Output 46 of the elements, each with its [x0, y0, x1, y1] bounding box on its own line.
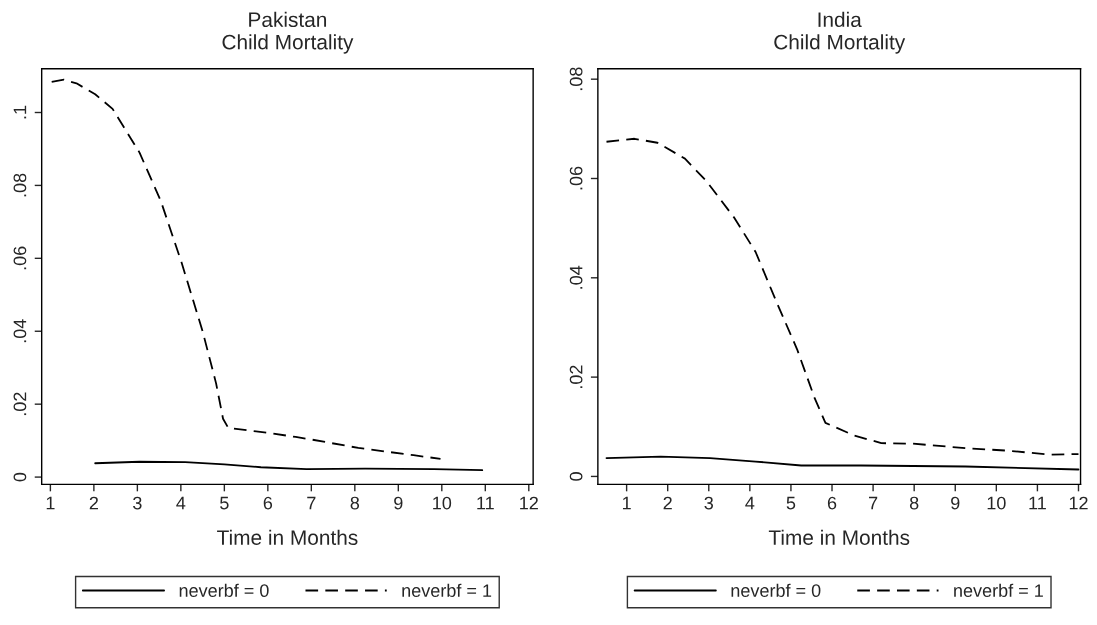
- y-tick-label: .04: [569, 265, 583, 289]
- x-tick-label: 6: [827, 496, 837, 510]
- x-tick-label: 1: [622, 496, 631, 510]
- y-tick-label: .02: [13, 392, 27, 416]
- y-tick-label: 0: [13, 472, 27, 482]
- x-tick-label: 9: [394, 496, 403, 510]
- y-tick-label: .08: [569, 67, 583, 91]
- x-tick-label: 12: [1069, 496, 1088, 510]
- x-tick-label: 3: [704, 496, 714, 510]
- x-tick-label: 2: [663, 496, 672, 510]
- y-tick-label: .04: [13, 319, 27, 343]
- x-tick-label: 11: [477, 496, 494, 510]
- chart-title: Pakistan Child Mortality: [222, 11, 354, 54]
- x-tick-label: 2: [89, 496, 98, 510]
- y-tick-label: .06: [569, 166, 583, 190]
- x-tick-label: 1: [46, 496, 55, 510]
- legend-label: neverbf = 1: [954, 583, 1043, 598]
- x-tick-label: 8: [909, 496, 919, 510]
- x-tick-label: 4: [745, 496, 755, 510]
- y-tick-label: .08: [13, 173, 27, 197]
- x-tick-label: 11: [1029, 496, 1046, 510]
- line-series: [605, 137, 1080, 456]
- x-tick-label: 10: [987, 496, 1006, 510]
- x-tick-label: 9: [951, 496, 960, 510]
- legend-label: neverbf = 0: [731, 583, 821, 598]
- x-tick-label: 10: [433, 496, 452, 510]
- x-tick-label: 5: [786, 496, 796, 510]
- x-tick-label: 7: [307, 496, 316, 510]
- legend-label: neverbf = 1: [402, 583, 492, 598]
- x-tick-label: 3: [133, 496, 142, 510]
- line-series: [94, 460, 484, 472]
- x-tick-label: 12: [520, 496, 538, 510]
- x-tick-label: 7: [869, 496, 878, 510]
- x-axis-title: Time in Months: [768, 529, 910, 545]
- x-tick-label: 4: [176, 496, 186, 510]
- y-tick-label: .06: [13, 246, 27, 270]
- x-tick-label: 8: [350, 496, 360, 510]
- chart-title: India Child Mortality: [774, 11, 906, 54]
- y-tick-label: .02: [569, 365, 583, 389]
- x-tick-label: 6: [263, 496, 273, 510]
- line-series: [50, 78, 442, 460]
- x-tick-label: 5: [220, 496, 229, 510]
- y-tick-label: 0: [569, 472, 583, 481]
- y-tick-label: .1: [13, 105, 27, 119]
- x-axis-title: Time in Months: [217, 529, 358, 545]
- legend-label: neverbf = 0: [179, 583, 269, 598]
